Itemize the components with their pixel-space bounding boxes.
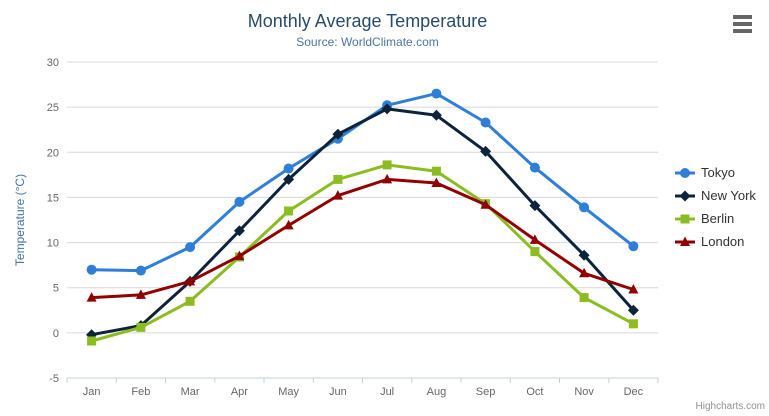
- data-point-london[interactable]: [185, 275, 196, 286]
- legend-item-berlin[interactable]: Berlin: [674, 207, 756, 230]
- x-axis-label: Sep: [476, 386, 496, 398]
- legend-symbol-square[interactable]: [680, 214, 690, 223]
- data-point-london[interactable]: [628, 284, 639, 294]
- hamburger-icon: [733, 22, 752, 26]
- legend-label: London: [701, 234, 745, 249]
- data-point-tokyo[interactable]: [135, 265, 146, 276]
- data-point-tokyo[interactable]: [234, 196, 245, 207]
- y-axis-title: Temperature (°C): [13, 174, 27, 266]
- legend-symbol-triangle[interactable]: [680, 236, 690, 246]
- data-point-new-york[interactable]: [578, 249, 590, 261]
- data-point-tokyo[interactable]: [529, 162, 540, 173]
- legend-symbol-circle[interactable]: [680, 167, 690, 178]
- data-point-london[interactable]: [234, 250, 245, 261]
- chart-title: Monthly Average Temperature: [247, 11, 488, 31]
- data-point-tokyo[interactable]: [185, 242, 196, 253]
- legend-item-london[interactable]: London: [674, 230, 756, 253]
- x-axis-label: Oct: [526, 386, 543, 398]
- y-axis-label: 30: [47, 57, 59, 69]
- legend-item-tokyo[interactable]: Tokyo: [674, 161, 756, 184]
- data-point-tokyo[interactable]: [579, 202, 590, 213]
- data-point-berlin[interactable]: [431, 166, 441, 176]
- data-point-new-york[interactable]: [381, 103, 393, 115]
- data-point-london[interactable]: [529, 234, 540, 244]
- x-axis-label: Jan: [83, 386, 101, 398]
- data-point-tokyo[interactable]: [431, 88, 442, 99]
- series-line-berlin[interactable]: [90, 163, 635, 343]
- data-point-new-york[interactable]: [627, 304, 639, 316]
- data-point-tokyo[interactable]: [480, 117, 491, 128]
- data-point-london[interactable]: [332, 190, 343, 200]
- data-point-berlin[interactable]: [333, 174, 343, 184]
- data-point-berlin[interactable]: [284, 206, 294, 216]
- legend-marker-square: [675, 214, 695, 223]
- x-axis-label: Nov: [574, 386, 594, 398]
- export-menu-button[interactable]: [733, 15, 753, 33]
- legend-label: New York: [701, 188, 756, 203]
- legend-item-new-york[interactable]: New York: [674, 184, 756, 207]
- legend-marker-diamond: [675, 190, 695, 201]
- credits-link[interactable]: Highcharts.com: [695, 401, 765, 412]
- data-point-berlin[interactable]: [185, 296, 195, 306]
- data-point-tokyo[interactable]: [628, 241, 639, 252]
- data-point-new-york[interactable]: [332, 128, 344, 140]
- data-point-new-york[interactable]: [529, 200, 541, 212]
- series-line-new-york[interactable]: [90, 107, 635, 337]
- data-point-london[interactable]: [135, 289, 146, 299]
- data-point-london[interactable]: [86, 292, 97, 302]
- data-point-london[interactable]: [283, 219, 294, 230]
- y-axis-label: 5: [53, 283, 59, 295]
- data-point-new-york[interactable]: [233, 225, 245, 237]
- y-axis-label: 0: [53, 328, 59, 340]
- hamburger-icon: [733, 29, 752, 33]
- legend-label: Tokyo: [701, 165, 735, 180]
- data-point-berlin[interactable]: [136, 322, 146, 332]
- data-point-new-york[interactable]: [283, 173, 295, 185]
- data-point-london[interactable]: [579, 267, 590, 278]
- data-point-new-york[interactable]: [480, 145, 492, 157]
- data-point-berlin[interactable]: [579, 293, 589, 303]
- data-point-berlin[interactable]: [628, 319, 638, 329]
- x-axis-label: Dec: [624, 386, 644, 398]
- data-point-tokyo[interactable]: [86, 264, 97, 275]
- y-axis-label: 20: [47, 147, 59, 159]
- x-axis-label: Mar: [181, 386, 200, 398]
- hamburger-icon: [733, 15, 752, 19]
- chart-subtitle: Source: WorldClimate.com: [296, 35, 439, 49]
- data-point-london[interactable]: [382, 173, 393, 184]
- x-axis-label: May: [278, 386, 299, 398]
- data-point-london[interactable]: [480, 199, 491, 209]
- data-point-berlin[interactable]: [382, 160, 392, 170]
- y-axis-label: 10: [47, 238, 59, 250]
- y-axis-label: -5: [49, 373, 59, 385]
- x-axis-label: Apr: [231, 386, 248, 398]
- series-line-london[interactable]: [90, 177, 635, 300]
- data-point-berlin[interactable]: [530, 247, 540, 257]
- data-point-tokyo[interactable]: [283, 163, 294, 174]
- legend-symbol-diamond[interactable]: [679, 190, 691, 201]
- legend-label: Berlin: [701, 211, 735, 226]
- x-axis-label: Jul: [380, 386, 394, 398]
- legend-marker-circle: [675, 167, 695, 178]
- y-axis-label: 25: [47, 102, 59, 114]
- data-point-london[interactable]: [431, 177, 442, 188]
- x-axis-label: Aug: [427, 386, 447, 398]
- legend-marker-triangle: [675, 236, 695, 246]
- legend: Tokyo New York Berlin London: [674, 161, 756, 253]
- data-point-berlin[interactable]: [87, 336, 97, 346]
- data-point-new-york[interactable]: [430, 109, 442, 121]
- y-axis-label: 15: [47, 192, 59, 204]
- x-axis-label: Jun: [329, 386, 347, 398]
- x-axis-label: Feb: [131, 386, 150, 398]
